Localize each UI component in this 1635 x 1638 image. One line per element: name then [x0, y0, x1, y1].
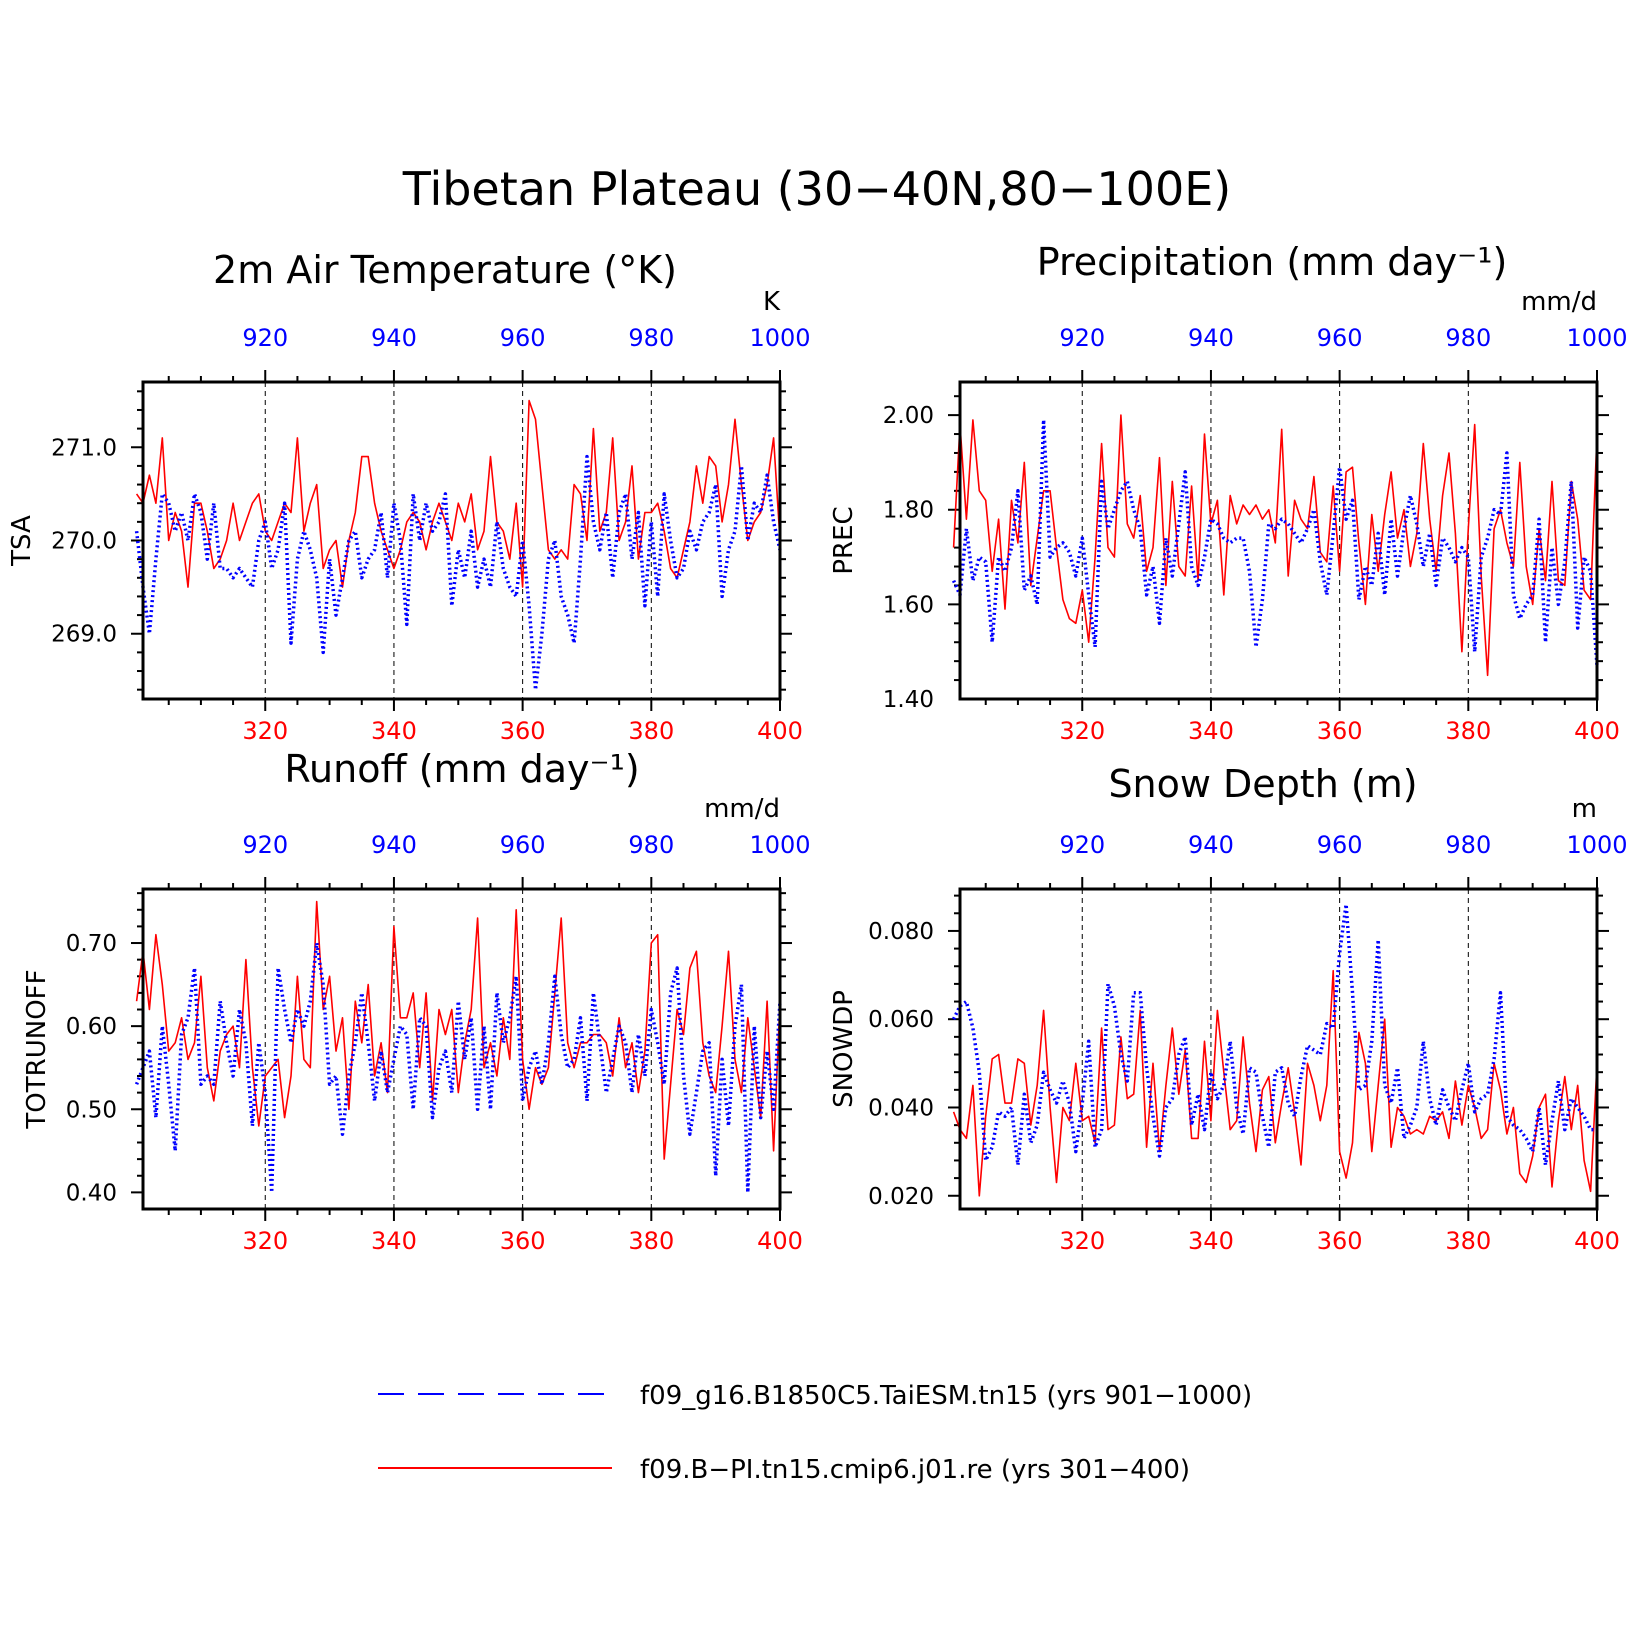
- panel-snowdp: Snow Depth (m) SNOWDP m 320 340 360 380 400 920 9…: [829, 762, 1628, 1255]
- series-line-red: [135, 900, 781, 1160]
- y-tick-label: 0.020: [868, 1184, 934, 1210]
- x-tick-label: 380: [1445, 717, 1491, 745]
- y-axis-label: TOTRUNOFF: [22, 969, 52, 1129]
- panel-totrunoff: Runoff (mm day⁻¹) TOTRUNOFF mm/d 320 340 360 3…: [22, 747, 811, 1255]
- series-line-blue: [134, 941, 782, 1195]
- y-tick-label: 270.0: [51, 529, 117, 555]
- series-line-blue: [952, 902, 1597, 1167]
- x-tick-label: 340: [371, 717, 417, 745]
- y-axis-label: PREC: [829, 506, 859, 574]
- x-top-tick-label: 940: [371, 831, 417, 859]
- x-tick-label: 380: [628, 1227, 674, 1255]
- figure-title: Tibetan Plateau (30−40N,80−100E): [402, 162, 1231, 216]
- y-tick-label: 0.40: [66, 1180, 117, 1206]
- plot-frame: [141, 887, 782, 1211]
- x-tick-label: 320: [1059, 717, 1105, 745]
- x-tick-label: 320: [1059, 1227, 1105, 1255]
- x-tick-label: 380: [1445, 1227, 1491, 1255]
- x-top-tick-label: 920: [1059, 324, 1105, 352]
- plot-frame: [958, 887, 1599, 1211]
- x-tick-label: 340: [1188, 1227, 1234, 1255]
- panel-title: Snow Depth (m): [1108, 762, 1417, 806]
- unit-label: mm/d: [1521, 287, 1597, 317]
- x-top-tick-label: 960: [1317, 831, 1363, 859]
- x-top-tick-label: 960: [1317, 324, 1363, 352]
- unit-label: m: [1572, 794, 1597, 824]
- x-tick-label: 340: [1188, 717, 1234, 745]
- x-top-tick-label: 1000: [1566, 831, 1627, 859]
- x-top-tick-label: 920: [1059, 831, 1105, 859]
- unit-label: mm/d: [704, 794, 780, 824]
- y-tick-label: 1.80: [883, 498, 934, 524]
- panels: 2m Air Temperature (°K) TSA K 320 340 360 380 4…: [7, 240, 1628, 1255]
- x-top-tick-label: 980: [628, 324, 674, 352]
- x-tick-label: 320: [242, 717, 288, 745]
- x-top-tick-label: 960: [500, 831, 546, 859]
- x-top-tick-label: 940: [371, 324, 417, 352]
- x-tick-label: 360: [500, 717, 546, 745]
- x-top-tick-label: 1000: [749, 324, 810, 352]
- x-top-tick-label: 980: [628, 831, 674, 859]
- plot-frame: [958, 380, 1599, 701]
- y-tick-label: 2.00: [883, 403, 934, 429]
- x-top-tick-label: 980: [1445, 324, 1491, 352]
- x-tick-label: 400: [757, 717, 803, 745]
- x-top-tick-label: 940: [1188, 831, 1234, 859]
- plot-frame: [141, 380, 782, 701]
- series-line-red: [952, 969, 1598, 1197]
- series-line-blue: [952, 418, 1599, 667]
- y-tick-label: 1.60: [883, 592, 934, 618]
- y-tick-label: 0.060: [868, 1007, 934, 1033]
- x-tick-label: 400: [1574, 717, 1620, 745]
- series-line-red: [952, 414, 1598, 677]
- x-tick-label: 360: [1317, 717, 1363, 745]
- y-tick-label: 0.60: [66, 1014, 117, 1040]
- panel-title: Runoff (mm day⁻¹): [284, 747, 639, 791]
- x-top-tick-label: 1000: [749, 831, 810, 859]
- y-axis-label: SNOWDP: [829, 990, 859, 1108]
- x-tick-label: 360: [500, 1227, 546, 1255]
- x-top-tick-label: 980: [1445, 831, 1491, 859]
- panel-tsa: 2m Air Temperature (°K) TSA K 320 340 360 380 4…: [7, 248, 811, 745]
- x-tick-label: 320: [242, 1227, 288, 1255]
- y-tick-label: 269.0: [51, 622, 117, 648]
- y-tick-label: 1.40: [883, 687, 934, 713]
- y-tick-label: 0.040: [868, 1095, 934, 1121]
- y-axis-label: TSA: [7, 515, 37, 567]
- legend-label-blue: f09_g16.B1850C5.TaiESM.tn15 (yrs 901−100…: [640, 1381, 1252, 1411]
- x-top-tick-label: 960: [500, 324, 546, 352]
- series-line-blue: [134, 454, 782, 692]
- panel-prec: Precipitation (mm day⁻¹) PREC mm/d 320 340 36…: [829, 240, 1628, 745]
- y-tick-label: 0.50: [66, 1097, 117, 1123]
- x-tick-label: 360: [1317, 1227, 1363, 1255]
- y-tick-label: 271.0: [51, 435, 117, 461]
- legend-label-red: f09.B−PI.tn15.cmip6.j01.re (yrs 301−400): [640, 1455, 1190, 1485]
- x-top-tick-label: 1000: [1566, 324, 1627, 352]
- x-tick-label: 400: [757, 1227, 803, 1255]
- series-line-red: [135, 399, 781, 588]
- y-tick-label: 0.080: [868, 919, 934, 945]
- legend: f09_g16.B1850C5.TaiESM.tn15 (yrs 901−100…: [378, 1381, 1252, 1485]
- x-top-tick-label: 920: [242, 324, 288, 352]
- panel-title: 2m Air Temperature (°K): [213, 248, 677, 292]
- x-tick-label: 380: [628, 717, 674, 745]
- x-tick-label: 340: [371, 1227, 417, 1255]
- panel-title: Precipitation (mm day⁻¹): [1037, 240, 1508, 284]
- x-tick-label: 400: [1574, 1227, 1620, 1255]
- unit-label: K: [763, 287, 781, 317]
- x-top-tick-label: 920: [242, 831, 288, 859]
- x-top-tick-label: 940: [1188, 324, 1234, 352]
- y-tick-label: 0.70: [66, 931, 117, 957]
